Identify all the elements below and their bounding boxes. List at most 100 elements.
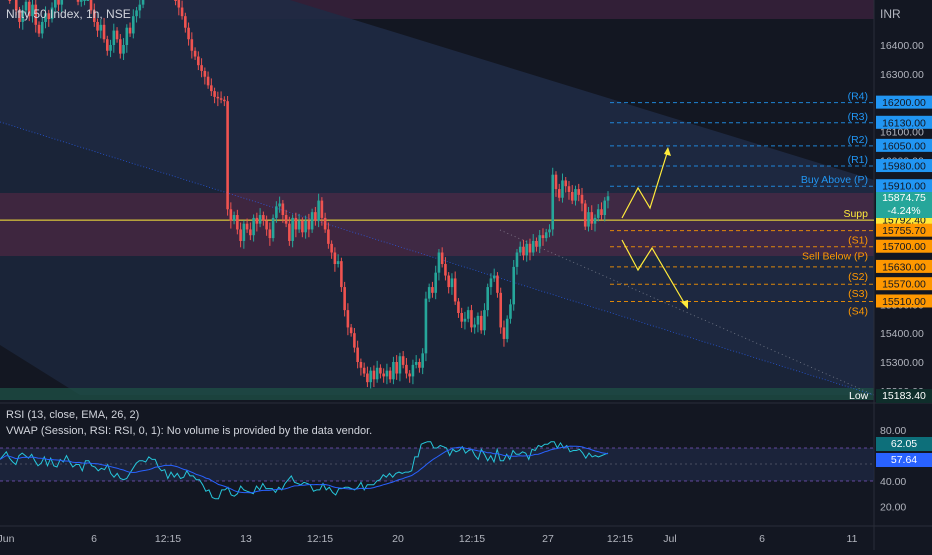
pivot-value-text: 16050.00 (882, 140, 926, 152)
candle-body (414, 362, 418, 365)
candle-body (564, 180, 568, 187)
candle-body (258, 215, 262, 224)
candle-body (219, 98, 223, 100)
pivot-value-tag (876, 115, 932, 129)
pivot-value-tag (876, 259, 932, 273)
candle-body (349, 327, 353, 334)
candle-body (112, 30, 116, 45)
candle-body (476, 315, 480, 325)
candle-body (252, 217, 255, 236)
symbol-title[interactable]: Nifty 50 Index, 1h, NSE (6, 7, 131, 21)
candle-body (115, 30, 119, 40)
candle-body (518, 246, 522, 253)
candle-body (281, 203, 285, 216)
candle-body (203, 70, 207, 77)
candle-body (424, 298, 428, 354)
candle-body (583, 203, 587, 227)
candle-body (31, 4, 34, 17)
current-price-tag: 15874.75 -4.24% (876, 192, 932, 218)
candle-body (479, 315, 483, 331)
candle-body (327, 229, 330, 244)
candle-body (463, 318, 467, 322)
candle-body (102, 24, 106, 40)
time-tick-label: 27 (542, 533, 554, 545)
candle-body (411, 364, 415, 377)
candle-body (427, 287, 431, 299)
pivot-value-text: 15510.00 (882, 296, 926, 308)
price-tick-label: 15400.00 (880, 328, 924, 340)
candle-body (356, 347, 359, 362)
candle-body (271, 217, 275, 239)
candle-body (587, 212, 590, 227)
vwap-legend[interactable]: VWAP (Session, RSI: RSI, 0, 1): No volum… (6, 425, 373, 437)
candle-body (255, 217, 259, 224)
pivot-level-label: (R2) (848, 134, 868, 146)
candle-body (278, 203, 281, 207)
candle-body (470, 310, 473, 328)
candle-body (405, 364, 408, 374)
candle-body (388, 370, 392, 380)
bullish-projection-path (621, 149, 669, 219)
candle-body (86, 0, 90, 1)
candle-body (37, 24, 41, 34)
rsi-tick-label: 40.00 (880, 476, 906, 488)
candle-body (590, 212, 594, 224)
candle-body (538, 235, 542, 247)
candle-body (288, 223, 291, 241)
candle-body (294, 217, 298, 230)
pivot-level-label: (S4) (848, 305, 868, 317)
candle-body (382, 373, 385, 377)
candle-body (466, 310, 470, 319)
candle-body (249, 229, 252, 236)
candle-body (600, 209, 603, 216)
rsi-legend[interactable]: RSI (13, close, EMA, 26, 2) (6, 409, 140, 421)
candle-body (492, 275, 496, 279)
candle-body (297, 220, 301, 230)
candle-body (385, 370, 389, 377)
candle-body (44, 13, 47, 22)
candle-body (522, 246, 525, 256)
candle-body (200, 65, 203, 71)
candle-body (118, 39, 122, 54)
trend-line-dotted (499, 229, 875, 396)
pivot-level-label: (S3) (848, 288, 868, 300)
candle-body (213, 91, 216, 97)
pivot-level-label: (S1) (848, 235, 868, 247)
candle-body (40, 21, 44, 34)
candle-body (193, 50, 197, 57)
candle-body (141, 0, 145, 5)
candle-body (18, 10, 21, 22)
candle-body (24, 1, 28, 11)
rsi-line (0, 441, 609, 500)
candle-body (557, 189, 561, 198)
candle-body (515, 252, 519, 267)
candle-body (379, 367, 382, 374)
candle-body (434, 272, 437, 293)
time-tick-label: 13 (240, 533, 252, 545)
candle-body (223, 99, 226, 102)
candle-body (291, 217, 294, 241)
price-axis-bg (874, 0, 932, 550)
candle-body (603, 200, 607, 216)
candle-body (570, 191, 574, 201)
candle-body (525, 243, 529, 256)
time-tick-label: 12:15 (307, 533, 333, 545)
candle-body (431, 287, 434, 293)
candle-body (496, 275, 499, 293)
time-tick-label: 12:15 (155, 533, 181, 545)
candle-body (216, 96, 220, 99)
candle-body (353, 333, 356, 348)
candle-body (265, 220, 268, 230)
candle-body (21, 10, 25, 22)
candle-body (499, 292, 503, 328)
candle-body (596, 209, 600, 218)
candle-body (275, 206, 278, 218)
candle-body (135, 10, 138, 17)
candle-body (483, 310, 486, 331)
pivot-value-tag (876, 223, 932, 237)
time-tick-label: 12:15 (459, 533, 485, 545)
candle-body (366, 373, 369, 383)
candle-body (362, 367, 366, 374)
